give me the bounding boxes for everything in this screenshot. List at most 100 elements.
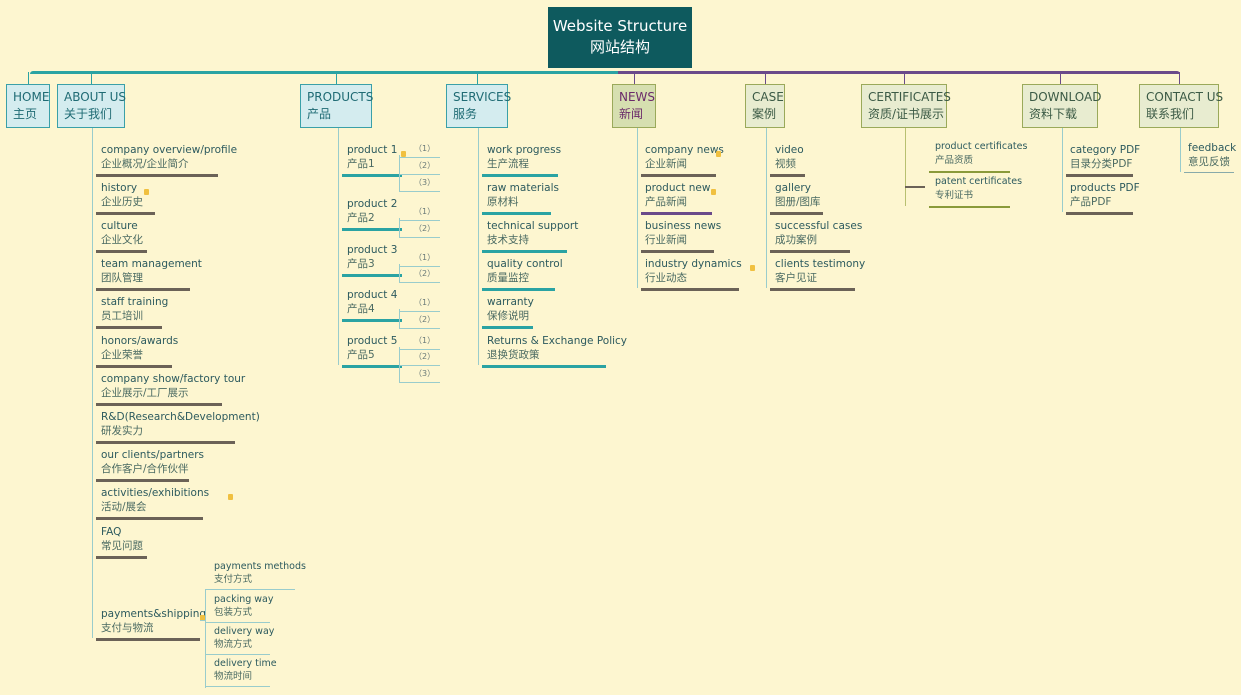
list-item[interactable]: company show/factory tour 企业展示/工厂展示 bbox=[101, 372, 245, 400]
item-underline bbox=[96, 250, 147, 253]
sub-list-item[interactable]: delivery time 物流时间 bbox=[214, 657, 277, 683]
sub-item-line bbox=[399, 174, 440, 175]
list-item[interactable]: industry dynamics 行业动态 bbox=[645, 257, 742, 285]
item-label-en: company news bbox=[645, 144, 724, 156]
sub-item-label-zh: 包装方式 bbox=[214, 607, 253, 618]
branch-label-en: DOWNLOAD bbox=[1029, 90, 1102, 104]
sub-item-label[interactable]: （1） bbox=[414, 298, 436, 307]
list-item[interactable]: video 视频 bbox=[775, 143, 804, 171]
item-underline bbox=[96, 174, 218, 177]
sub-item-label[interactable]: （3） bbox=[414, 369, 436, 378]
branch-node-contact-us[interactable]: CONTACT US 联系我们 bbox=[1139, 84, 1223, 128]
list-item[interactable]: company overview/profile 企业概况/企业简介 bbox=[101, 143, 237, 171]
sub-item-label[interactable]: （2） bbox=[414, 224, 436, 233]
item-label-en: history bbox=[101, 182, 138, 194]
item-underline bbox=[96, 365, 172, 368]
branch-label-zh: 关于我们 bbox=[64, 107, 113, 121]
branch-node-products[interactable]: PRODUCTS 产品 bbox=[300, 84, 373, 128]
item-label-zh: 员工培训 bbox=[101, 310, 143, 322]
item-label-en: product 1 bbox=[347, 144, 398, 156]
item-underline bbox=[482, 212, 551, 215]
branch-node-about-us[interactable]: ABOUT US 关于我们 bbox=[57, 84, 127, 128]
list-item[interactable]: R&D(Research&Development) 研发实力 bbox=[101, 410, 260, 438]
list-item[interactable]: category PDF 目录分类PDF bbox=[1070, 143, 1140, 171]
sub-connector bbox=[200, 620, 205, 621]
item-label-zh: 视频 bbox=[775, 158, 796, 170]
list-item[interactable]: product 1 产品1 bbox=[347, 143, 397, 171]
sub-item-label[interactable]: （2） bbox=[414, 161, 436, 170]
list-item[interactable]: history 企业历史 bbox=[101, 181, 143, 209]
list-item[interactable]: staff training 员工培训 bbox=[101, 295, 168, 323]
item-label-en: Returns & Exchange Policy bbox=[487, 335, 628, 347]
list-item[interactable]: feedback 意见反馈 bbox=[1188, 141, 1236, 169]
branch-connector bbox=[634, 72, 635, 84]
list-item[interactable]: activities/exhibitions 活动/展会 bbox=[101, 486, 209, 514]
branch-node-download[interactable]: DOWNLOAD 资料下载 bbox=[1022, 84, 1102, 128]
sub-item-line bbox=[399, 365, 440, 366]
item-label-en: product 4 bbox=[347, 289, 398, 301]
item-label-zh: 行业动态 bbox=[645, 272, 687, 284]
sub-item-label[interactable]: （2） bbox=[414, 352, 436, 361]
sub-list-item[interactable]: payments methods 支付方式 bbox=[214, 560, 306, 586]
sub-list-item[interactable]: packing way 包装方式 bbox=[214, 593, 274, 619]
sub-item-line bbox=[399, 328, 440, 329]
item-label-en: staff training bbox=[101, 296, 169, 308]
sub-item-line bbox=[399, 349, 440, 350]
root-title-en: Website Structure bbox=[552, 17, 688, 35]
branch-label-en: ABOUT US bbox=[64, 90, 127, 104]
list-item[interactable]: successful cases 成功案例 bbox=[775, 219, 862, 247]
sub-item-label-en: delivery time bbox=[214, 658, 277, 669]
branch-node-news[interactable]: NEWS 新闻 bbox=[612, 84, 656, 128]
list-item[interactable]: quality control 质量监控 bbox=[487, 257, 563, 285]
branch-label-zh: 案例 bbox=[752, 107, 777, 121]
branch-node-certificates[interactable]: CERTIFICATES 资质/证书展示 bbox=[861, 84, 951, 128]
list-item[interactable]: work progress 生产流程 bbox=[487, 143, 561, 171]
branch-node-case[interactable]: CASE 案例 bbox=[745, 84, 785, 128]
branch-label-zh: 新闻 bbox=[619, 107, 644, 121]
list-item[interactable]: technical support 技术支持 bbox=[487, 219, 578, 247]
list-item[interactable]: gallery 图册/图库 bbox=[775, 181, 821, 209]
sub-item-label-zh: 支付方式 bbox=[214, 574, 253, 585]
branch-label-zh: 产品 bbox=[307, 107, 332, 121]
sub-item-label-en: packing way bbox=[214, 594, 274, 605]
list-item[interactable]: Returns & Exchange Policy 退换货政策 bbox=[487, 334, 627, 362]
item-label-en: raw materials bbox=[487, 182, 559, 194]
list-item[interactable]: raw materials 原材料 bbox=[487, 181, 559, 209]
sub-item-label[interactable]: （2） bbox=[414, 315, 436, 324]
sub-item-label[interactable]: （3） bbox=[414, 178, 436, 187]
list-item[interactable]: team management 团队管理 bbox=[101, 257, 202, 285]
list-item[interactable]: product 4 产品4 bbox=[347, 288, 397, 316]
item-label-en: product 3 bbox=[347, 244, 398, 256]
list-item[interactable]: payments&shipping 支付与物流 bbox=[101, 607, 206, 635]
item-label-zh: 行业新闻 bbox=[645, 234, 687, 246]
sub-item-label[interactable]: （2） bbox=[414, 269, 436, 278]
list-item[interactable]: product 3 产品3 bbox=[347, 243, 397, 271]
list-item[interactable]: our clients/partners 合作客户/合作伙伴 bbox=[101, 448, 204, 476]
sub-item-label[interactable]: （1） bbox=[414, 144, 436, 153]
root-node[interactable]: Website Structure 网站结构 bbox=[548, 7, 692, 68]
list-item[interactable]: business news 行业新闻 bbox=[645, 219, 721, 247]
list-item[interactable]: company news 企业新闻 bbox=[645, 143, 724, 171]
branch-node-services[interactable]: SERVICES 服务 bbox=[446, 84, 511, 128]
list-item[interactable]: product 2 产品2 bbox=[347, 197, 397, 225]
list-item[interactable]: clients testimony 客户见证 bbox=[775, 257, 865, 285]
item-label-zh: 产品4 bbox=[347, 303, 375, 315]
list-item[interactable]: product new 产品新闻 bbox=[645, 181, 710, 209]
sub-list-item[interactable]: delivery way 物流方式 bbox=[214, 625, 274, 651]
list-item[interactable]: products PDF 产品PDF bbox=[1070, 181, 1140, 209]
sub-item-label[interactable]: （1） bbox=[414, 336, 436, 345]
list-item[interactable]: product certificates 产品资质 bbox=[935, 140, 1027, 168]
item-label-en: clients testimony bbox=[775, 258, 866, 270]
sub-item-label[interactable]: （1） bbox=[414, 207, 436, 216]
branch-node-home[interactable]: HOME 主页 bbox=[6, 84, 50, 128]
list-item[interactable]: product 5 产品5 bbox=[347, 334, 397, 362]
sub-item-label[interactable]: （1） bbox=[414, 253, 436, 262]
list-item[interactable]: honors/awards 企业荣誉 bbox=[101, 334, 178, 362]
list-item[interactable]: culture 企业文化 bbox=[101, 219, 143, 247]
note-icon bbox=[710, 189, 716, 195]
item-label-zh: 产品3 bbox=[347, 258, 375, 270]
list-item[interactable]: warranty 保修说明 bbox=[487, 295, 534, 323]
sub-item-line bbox=[205, 686, 270, 687]
list-item[interactable]: patent certificates 专利证书 bbox=[935, 175, 1022, 203]
list-item[interactable]: FAQ 常见问题 bbox=[101, 525, 143, 553]
